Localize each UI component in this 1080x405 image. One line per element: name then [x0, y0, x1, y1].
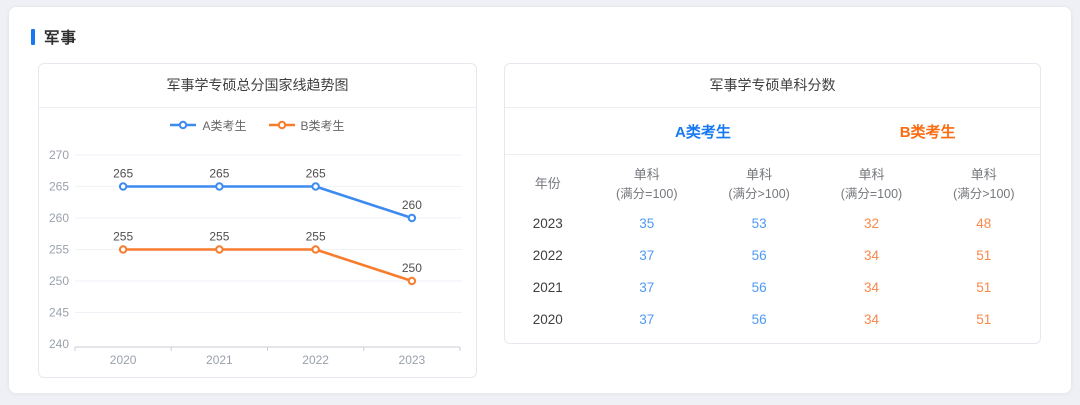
- score-cell: 53: [751, 215, 767, 231]
- legend-item-b[interactable]: B类考生: [268, 117, 345, 134]
- score-cell: 37: [639, 279, 655, 295]
- line-series-marker-icon: [268, 120, 295, 130]
- data-point: [407, 276, 417, 286]
- year-cell: 2023: [532, 215, 563, 231]
- value-label: 255: [113, 230, 133, 244]
- chart-legend: A类考生 B类考生: [39, 108, 476, 142]
- value-label: 265: [113, 167, 133, 181]
- column-header-line2: (满分=100): [840, 186, 903, 201]
- y-tick-label: 265: [49, 180, 69, 194]
- data-point: [407, 213, 417, 223]
- x-tick-label: 2020: [110, 353, 137, 367]
- data-point: [311, 245, 320, 254]
- section-header: 军事: [9, 7, 1071, 48]
- x-tick-label: 2021: [206, 353, 233, 367]
- scores-table-panel: 军事学专硕单科分数 A类考生 B类考生 年份 单科 (满分=10: [504, 63, 1041, 344]
- table-row: 2023 35 53 32 48: [505, 208, 1040, 240]
- chart-title: 军事学专硕总分国家线趋势图: [39, 64, 476, 108]
- trend-chart-panel: 军事学专硕总分国家线趋势图 A类考生 B类考生 240 2: [38, 63, 477, 378]
- column-header-line1: 单科: [858, 167, 885, 182]
- series-line: [121, 248, 414, 283]
- score-cell: 32: [863, 215, 879, 231]
- value-label: 255: [209, 230, 229, 244]
- table-row: 2020 37 56 34 51: [505, 304, 1040, 336]
- table-row: 2022 37 56 34 51: [505, 240, 1040, 272]
- column-header-a2: 单科 (满分>100): [703, 155, 815, 208]
- value-label: 260: [402, 198, 422, 212]
- data-point: [215, 182, 224, 191]
- group-header-b: B类考生: [815, 108, 1040, 155]
- y-tick-label: 270: [49, 148, 69, 162]
- score-cell: 34: [863, 247, 879, 263]
- data-point: [311, 182, 320, 191]
- group-header-empty-cell: [505, 108, 591, 155]
- column-header-b2: 单科 (满分>100): [928, 155, 1040, 208]
- y-tick-label: 250: [49, 274, 69, 288]
- section-title: 军事: [44, 30, 78, 47]
- value-label: 255: [306, 230, 326, 244]
- group-header-a: A类考生: [590, 108, 816, 155]
- year-cell: 2020: [532, 311, 563, 327]
- score-cell: 51: [976, 311, 992, 327]
- score-cell: 37: [639, 247, 655, 263]
- score-cell: 56: [751, 279, 767, 295]
- column-header-line2: (满分>100): [953, 186, 1015, 201]
- group-header-row: A类考生 B类考生: [505, 108, 1040, 155]
- y-tick-label: 255: [49, 243, 69, 257]
- score-cell: 51: [976, 247, 992, 263]
- y-tick-label: 240: [49, 337, 69, 351]
- y-tick-label: 260: [49, 211, 69, 225]
- x-tick-label: 2022: [302, 353, 329, 367]
- legend-label-b: B类考生: [300, 118, 345, 133]
- data-point: [118, 182, 128, 191]
- scores-table: A类考生 B类考生 年份 单科 (满分=100) 单科 (满分>100): [505, 108, 1040, 336]
- score-cell: 48: [976, 215, 992, 231]
- column-header-line2: (满分>100): [728, 186, 790, 201]
- value-label: 250: [402, 261, 422, 275]
- score-cell: 37: [639, 311, 655, 327]
- score-cell: 34: [863, 311, 879, 327]
- value-label: 265: [306, 167, 326, 181]
- content-card: 军事 军事学专硕总分国家线趋势图 A类考生 B类考生: [8, 6, 1072, 394]
- data-point: [215, 245, 224, 254]
- section-accent-bar: [31, 29, 35, 45]
- year-cell: 2021: [532, 279, 563, 295]
- column-header-b1: 单科 (满分=100): [815, 155, 927, 208]
- column-header-line1: 单科: [746, 167, 773, 182]
- column-header-line1: 单科: [633, 167, 660, 182]
- year-cell: 2022: [532, 247, 563, 263]
- score-cell: 51: [976, 279, 992, 295]
- column-header-line1: 单科: [970, 167, 997, 182]
- panels-row: 军事学专硕总分国家线趋势图 A类考生 B类考生 240 2: [38, 63, 1071, 378]
- series-line: [121, 185, 414, 220]
- y-tick-label: 245: [49, 306, 69, 320]
- legend-item-a[interactable]: A类考生: [170, 117, 247, 134]
- score-cell: 34: [863, 279, 879, 295]
- table-title: 军事学专硕单科分数: [505, 64, 1040, 108]
- table-row: 2021 37 56 34 51: [505, 272, 1040, 304]
- score-cell: 56: [751, 311, 767, 327]
- line-chart: 240 245 250 255 260 265 270 2020 2021 2022 2023 265…: [49, 148, 462, 367]
- column-header-a1: 单科 (满分=100): [591, 155, 703, 208]
- score-cell: 56: [751, 247, 767, 263]
- x-tick-label: 2023: [399, 353, 426, 367]
- column-header-year: 年份: [534, 176, 561, 192]
- column-header-row: 年份 单科 (满分=100) 单科 (满分>100) 单科 (满分=100): [505, 155, 1040, 208]
- column-header-line2: (满分=100): [616, 186, 678, 201]
- value-label: 265: [209, 167, 229, 181]
- legend-label-a: A类考生: [202, 118, 247, 133]
- score-cell: 35: [639, 215, 655, 231]
- line-series-marker-icon: [170, 120, 197, 130]
- data-point: [118, 245, 128, 254]
